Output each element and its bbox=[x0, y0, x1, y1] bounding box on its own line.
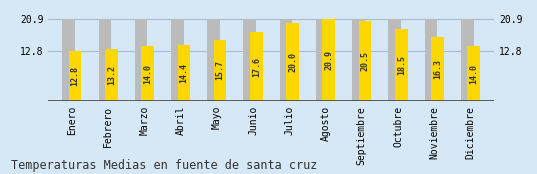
Text: 14.0: 14.0 bbox=[469, 64, 478, 84]
Bar bbox=[395, 29, 408, 101]
Text: 15.7: 15.7 bbox=[215, 60, 224, 80]
Bar bbox=[286, 23, 299, 101]
Bar bbox=[352, 19, 365, 101]
Text: 13.2: 13.2 bbox=[107, 65, 116, 85]
Bar bbox=[388, 19, 401, 101]
Bar bbox=[141, 46, 154, 101]
Bar bbox=[69, 51, 82, 101]
Bar bbox=[425, 19, 437, 101]
Bar bbox=[280, 19, 292, 101]
Bar bbox=[322, 19, 335, 101]
Bar bbox=[461, 19, 474, 101]
Bar bbox=[250, 32, 263, 101]
Text: 12.8: 12.8 bbox=[71, 66, 79, 86]
Bar bbox=[243, 19, 256, 101]
Bar bbox=[316, 19, 329, 101]
Text: 14.4: 14.4 bbox=[179, 63, 188, 83]
Bar bbox=[62, 19, 75, 101]
Bar bbox=[135, 19, 148, 101]
Text: Temperaturas Medias en fuente de santa cruz: Temperaturas Medias en fuente de santa c… bbox=[11, 159, 317, 172]
Bar bbox=[98, 19, 111, 101]
Bar bbox=[171, 19, 184, 101]
Text: 20.0: 20.0 bbox=[288, 52, 297, 72]
Bar bbox=[105, 49, 118, 101]
Bar bbox=[467, 46, 480, 101]
Bar bbox=[431, 37, 444, 101]
Text: 18.5: 18.5 bbox=[397, 55, 406, 75]
Bar bbox=[178, 45, 190, 101]
Text: 17.6: 17.6 bbox=[252, 57, 261, 77]
Text: 20.5: 20.5 bbox=[360, 51, 369, 71]
Text: 20.9: 20.9 bbox=[324, 50, 333, 70]
Bar bbox=[214, 39, 227, 101]
Bar bbox=[207, 19, 220, 101]
Bar bbox=[359, 21, 372, 101]
Text: 16.3: 16.3 bbox=[433, 59, 442, 79]
Text: 14.0: 14.0 bbox=[143, 64, 152, 84]
